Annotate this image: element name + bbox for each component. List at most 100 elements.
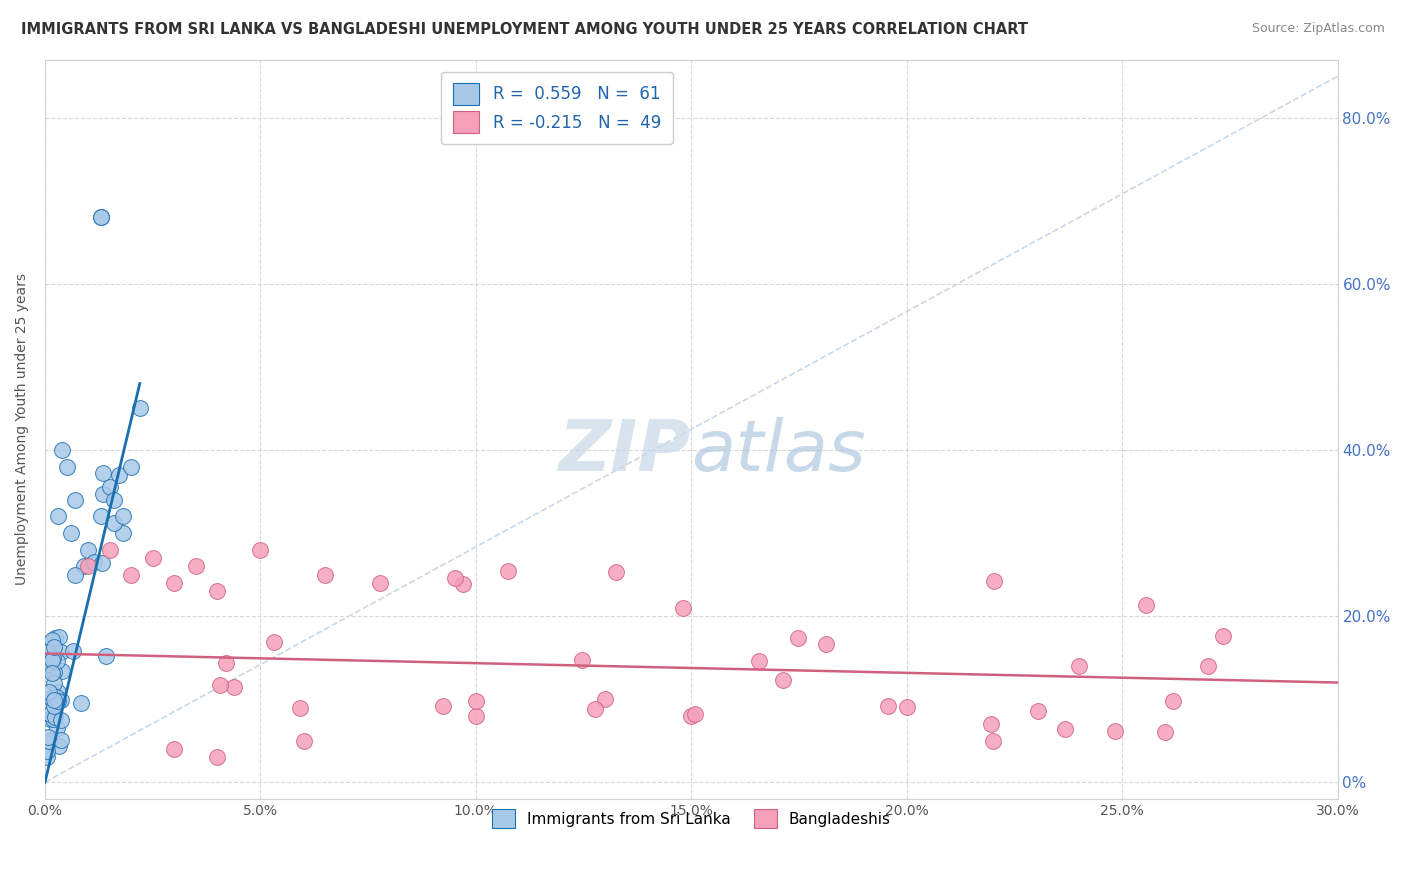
Point — [120, 567, 142, 582]
Point — [42, 676, 65, 690]
Point — [1154, 725, 1177, 739]
Point — [59, 526, 82, 541]
Point — [571, 653, 593, 667]
Point — [46, 509, 69, 524]
Point — [249, 542, 271, 557]
Point — [207, 584, 229, 599]
Point — [35, 644, 58, 658]
Point — [48, 739, 70, 753]
Point — [37, 730, 59, 744]
Point — [208, 678, 231, 692]
Point — [42, 665, 65, 680]
Point — [1069, 659, 1091, 673]
Point — [51, 664, 73, 678]
Point — [288, 701, 311, 715]
Point — [1135, 598, 1157, 612]
Point — [748, 654, 770, 668]
Point — [1026, 704, 1049, 718]
Point — [876, 698, 898, 713]
Point — [432, 699, 454, 714]
Point — [49, 645, 72, 659]
Point — [91, 467, 114, 481]
Point — [73, 559, 96, 574]
Point — [451, 577, 474, 591]
Point — [46, 721, 69, 735]
Point — [111, 526, 134, 541]
Point — [49, 713, 72, 727]
Point — [62, 643, 84, 657]
Point — [292, 733, 315, 747]
Point — [772, 673, 794, 688]
Point — [368, 575, 391, 590]
Point — [1161, 694, 1184, 708]
Point — [44, 710, 66, 724]
Point — [1197, 659, 1219, 673]
Point — [184, 559, 207, 574]
Point — [90, 211, 112, 225]
Point — [48, 630, 70, 644]
Point — [263, 635, 285, 649]
Point — [49, 692, 72, 706]
Point — [128, 401, 150, 416]
Point — [94, 648, 117, 663]
Point — [163, 575, 186, 590]
Point — [896, 700, 918, 714]
Point — [42, 693, 65, 707]
Point — [55, 459, 77, 474]
Point — [314, 567, 336, 582]
Point — [120, 459, 142, 474]
Point — [77, 559, 100, 574]
Point — [44, 632, 66, 646]
Point — [69, 696, 91, 710]
Point — [207, 750, 229, 764]
Point — [672, 601, 695, 615]
Point — [605, 566, 627, 580]
Point — [98, 480, 121, 494]
Point — [681, 708, 703, 723]
Point — [35, 750, 58, 764]
Point — [498, 565, 520, 579]
Point — [786, 632, 808, 646]
Point — [815, 637, 838, 651]
Point — [464, 694, 486, 708]
Point — [42, 651, 65, 665]
Point — [163, 742, 186, 756]
Point — [583, 702, 606, 716]
Point — [443, 571, 465, 585]
Point — [1053, 722, 1076, 736]
Point — [98, 542, 121, 557]
Point — [39, 712, 62, 726]
Point — [42, 662, 65, 676]
Point — [108, 468, 131, 483]
Point — [111, 509, 134, 524]
Point — [1212, 629, 1234, 643]
Text: atlas: atlas — [692, 417, 866, 486]
Point — [214, 657, 236, 671]
Point — [103, 516, 125, 530]
Point — [41, 653, 63, 667]
Point — [38, 707, 60, 722]
Point — [45, 690, 67, 704]
Point — [35, 657, 58, 672]
Text: ZIP: ZIP — [560, 417, 692, 486]
Point — [103, 492, 125, 507]
Point — [593, 692, 616, 706]
Point — [981, 733, 1004, 747]
Point — [63, 567, 86, 582]
Point — [51, 733, 73, 747]
Point — [63, 492, 86, 507]
Point — [91, 487, 114, 501]
Point — [83, 555, 105, 569]
Point — [90, 211, 112, 225]
Point — [44, 698, 66, 713]
Point — [46, 694, 69, 708]
Point — [464, 708, 486, 723]
Point — [77, 542, 100, 557]
Y-axis label: Unemployment Among Youth under 25 years: Unemployment Among Youth under 25 years — [15, 273, 30, 585]
Point — [35, 744, 58, 758]
Point — [224, 680, 246, 694]
Legend: Immigrants from Sri Lanka, Bangladeshis: Immigrants from Sri Lanka, Bangladeshis — [484, 802, 898, 836]
Point — [142, 551, 165, 566]
Text: IMMIGRANTS FROM SRI LANKA VS BANGLADESHI UNEMPLOYMENT AMONG YOUTH UNDER 25 YEARS: IMMIGRANTS FROM SRI LANKA VS BANGLADESHI… — [21, 22, 1028, 37]
Point — [39, 691, 62, 706]
